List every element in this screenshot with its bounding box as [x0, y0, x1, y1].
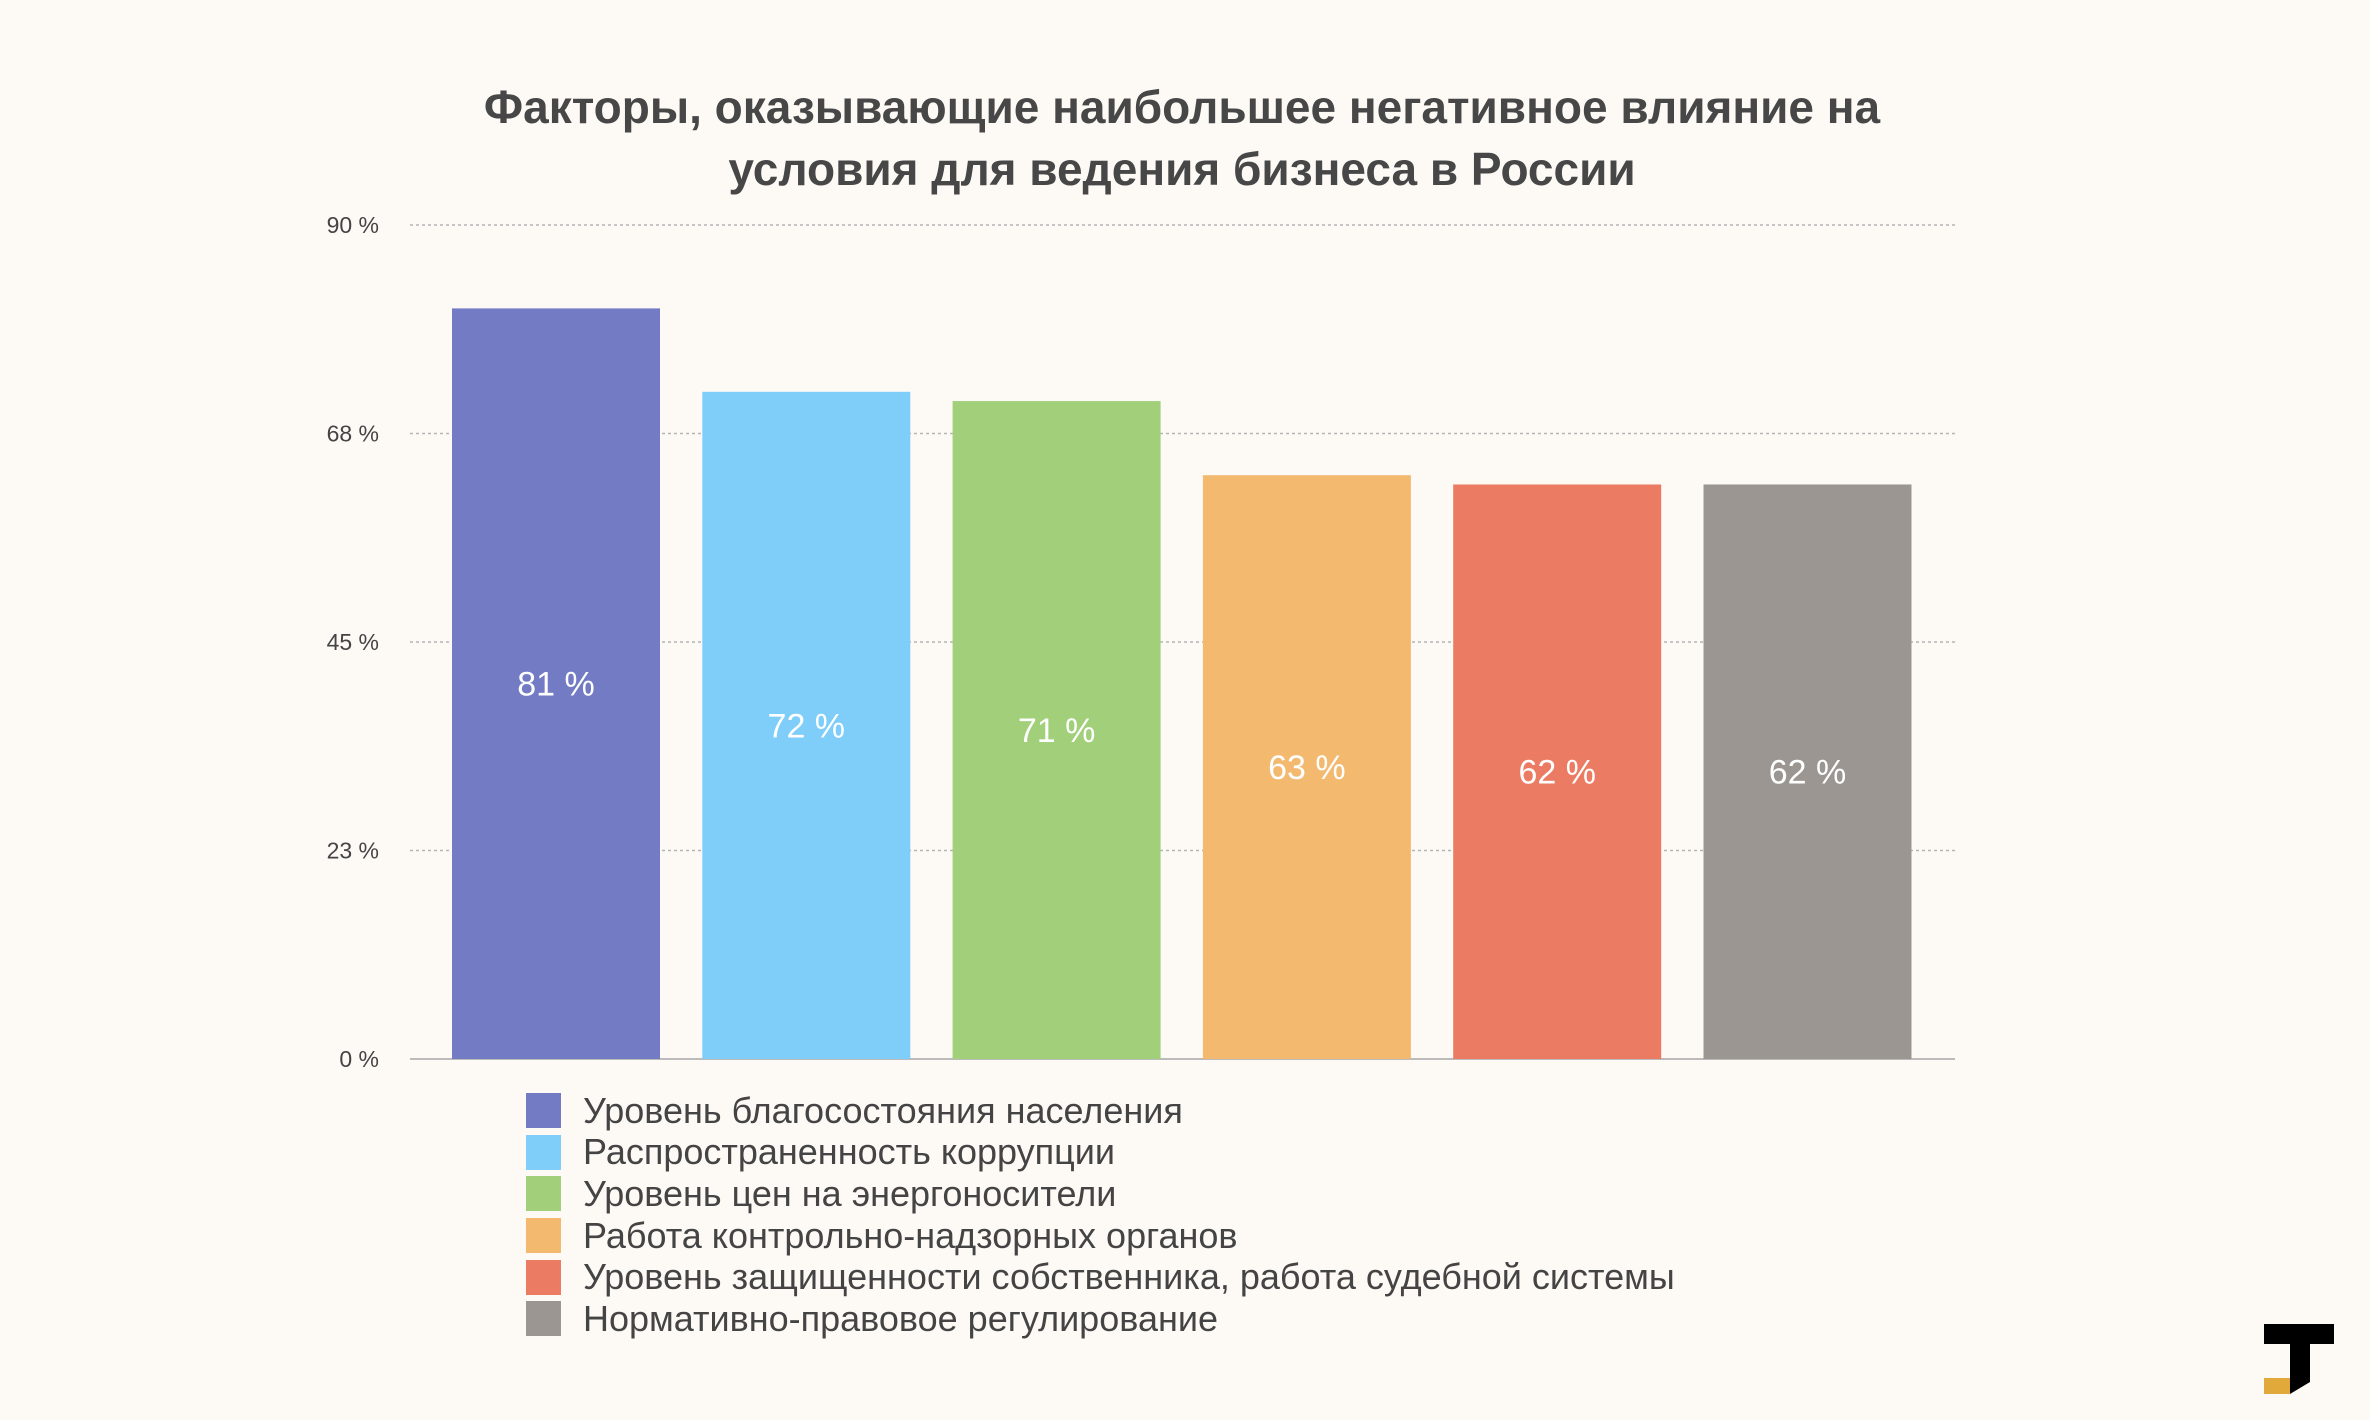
bar [702, 391, 911, 1059]
chart-title-line-2: условия для ведения бизнеса в России [728, 143, 1636, 195]
legend-label: Уровень защищенности собственника, работ… [583, 1256, 1675, 1298]
bar [952, 401, 1161, 1060]
y-tick-label: 90 % [327, 212, 379, 238]
legend-swatch [526, 1093, 561, 1129]
legend-item: Уровень цен на энергоносители [526, 1173, 1675, 1215]
legend-swatch [526, 1301, 561, 1337]
legend-item: Работа контрольно-надзорных органов [526, 1215, 1675, 1257]
data-label: 63 % [1268, 749, 1346, 787]
legend-swatch [526, 1259, 561, 1295]
legend-item: Распространенность коррупции [526, 1131, 1675, 1174]
chart-title: Факторы, оказывающие наибольшее негативн… [0, 76, 2364, 200]
legend-label: Распространенность коррупции [583, 1131, 1115, 1173]
y-tick-label: 45 % [327, 629, 379, 655]
logo-icon [2264, 1324, 2334, 1394]
bar [452, 308, 660, 1059]
legend-label: Уровень цен на энергоносители [583, 1172, 1117, 1214]
legend-item: Нормативно-правовое регулирование [526, 1298, 1675, 1340]
legend-item: Уровень благосостояния населения [526, 1090, 1675, 1132]
data-label: 81 % [517, 666, 595, 704]
legend-item: Уровень защищенности собственника, работ… [526, 1256, 1675, 1298]
data-label: 72 % [768, 707, 846, 745]
legend-label: Работа контрольно-надзорных органов [583, 1214, 1238, 1256]
chart-title-line-1: Факторы, оказывающие наибольшее негативн… [483, 81, 1881, 133]
data-label: 71 % [1018, 712, 1096, 750]
legend-swatch [526, 1218, 561, 1254]
y-tick-label: 23 % [327, 838, 379, 864]
legend-label: Нормативно-правовое регулирование [583, 1297, 1218, 1339]
legend-swatch [526, 1134, 561, 1170]
legend: Уровень благосостояния населения Распрост… [526, 1090, 1675, 1340]
bar [1453, 484, 1662, 1059]
y-tick-label: 0 % [339, 1046, 379, 1072]
legend-swatch [526, 1176, 561, 1212]
data-label: 62 % [1769, 754, 1847, 792]
y-tick-label: 68 % [327, 421, 379, 447]
legend-label: Уровень благосостояния населения [583, 1089, 1183, 1131]
bar [1202, 475, 1411, 1059]
data-label: 62 % [1518, 754, 1596, 792]
bar [1703, 484, 1912, 1059]
